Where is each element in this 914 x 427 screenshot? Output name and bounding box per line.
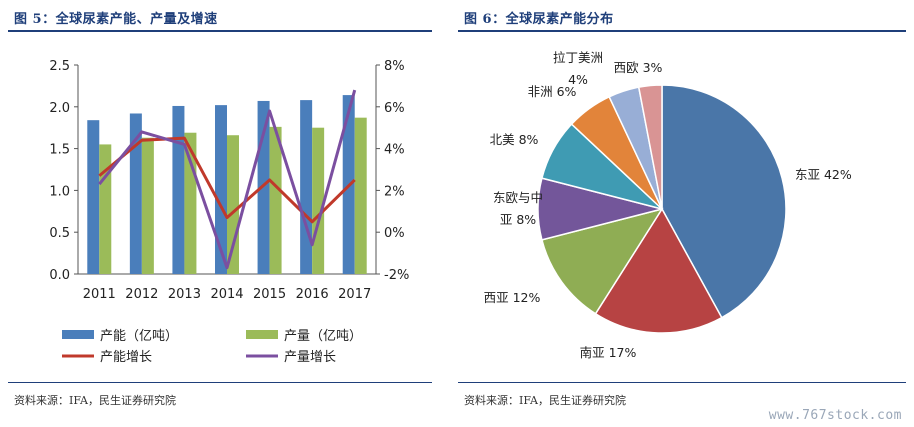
pie-slice-label: 东亚 42% (795, 167, 852, 182)
legend-label: 产量（亿吨） (284, 329, 362, 344)
pie-slice (661, 84, 787, 319)
capacity-bar (215, 105, 227, 275)
pie-slice-label: 西欧 3% (614, 60, 663, 75)
pie-slice (540, 207, 664, 315)
left-y-tick-label: 2.5 (49, 59, 70, 74)
capacity-output-chart: 0.0 0.5 1.0 1.5 2.0 2.5 -2% 0% 2% 4% 6% 8% 2011 2012 2… (49, 59, 409, 365)
pie-slice-label: 西亚 12% (484, 290, 541, 305)
output-bar (227, 135, 239, 274)
left-title-rule (8, 30, 432, 32)
right-figure-title: 图 6：全球尿素产能分布 (464, 12, 614, 27)
left-y-tick-label: 0.5 (49, 226, 70, 241)
pie-slice-label: 4% (568, 72, 588, 87)
left-figure-panel: 图 5：全球尿素产能、产量及增速 0.0 0.5 1.0 1.5 2.0 2.5 -2% 0%… (0, 0, 440, 427)
left-source-note: 资料来源：IFA，民生证券研究院 (14, 394, 176, 407)
left-figure-title: 图 5：全球尿素产能、产量及增速 (14, 12, 218, 27)
output-bar (269, 126, 282, 274)
pie-slice-label: 拉丁美洲 (553, 50, 603, 65)
pie-slice (637, 84, 663, 210)
right-title-rule (458, 30, 906, 32)
right-y-tick-label: 6% (384, 101, 405, 116)
pie-slice-label: 北美 8% (490, 132, 539, 147)
right-y-tick-label: 2% (384, 184, 405, 199)
x-tick-label: 2016 (296, 287, 329, 302)
right-y-tick-label: 0% (384, 226, 405, 241)
pie-slice-label: 东欧与中 (493, 190, 543, 205)
output-bar (354, 117, 367, 274)
capacity-bar (129, 113, 142, 274)
legend-label: 产能增长 (100, 350, 152, 365)
output-bar (99, 144, 112, 274)
pie-slice-label: 南亚 17% (580, 345, 637, 360)
site-watermark: www.767stock.com (768, 408, 902, 423)
capacity-bar (172, 105, 185, 275)
output-growth-line (98, 89, 357, 270)
legend-label: 产量增长 (284, 350, 336, 365)
legend-swatch (246, 330, 278, 339)
x-tick-label: 2015 (253, 287, 286, 302)
pie-slice-label: 亚 8% (500, 212, 536, 227)
left-y-tick-label: 1.0 (49, 184, 70, 199)
legend-label: 产能（亿吨） (100, 329, 178, 344)
left-y-tick-label: 1.5 (49, 143, 70, 158)
right-source-note: 资料来源：IFA，民生证券研究院 (464, 394, 626, 407)
x-tick-label: 2013 (168, 287, 201, 302)
x-tick-label: 2012 (125, 287, 158, 302)
right-y-tick-label: -2% (384, 268, 409, 283)
capacity-bar (87, 120, 100, 275)
x-tick-label: 2011 (83, 287, 116, 302)
capacity-growth-line (98, 136, 356, 224)
right-y-tick-label: 4% (384, 143, 405, 158)
x-tick-label: 2014 (210, 287, 243, 302)
left-y-tick-label: 2.0 (49, 101, 70, 116)
legend-swatch (62, 330, 94, 339)
x-tick-label: 2017 (338, 287, 371, 302)
right-y-tick-label: 8% (384, 59, 405, 74)
output-bar (312, 127, 325, 274)
left-source-rule (8, 382, 432, 383)
right-source-rule (458, 382, 906, 383)
capacity-bar (300, 100, 313, 274)
output-bar (141, 137, 154, 274)
left-y-tick-label: 0.0 (49, 268, 70, 283)
pie-slice (594, 207, 723, 334)
pie-slice-label: 非洲 6% (528, 84, 577, 99)
right-figure-panel: 图 6：全球尿素产能分布 东亚 42% 南亚 17% 西亚 12% 东欧与中亚 8% 北… (450, 0, 914, 427)
